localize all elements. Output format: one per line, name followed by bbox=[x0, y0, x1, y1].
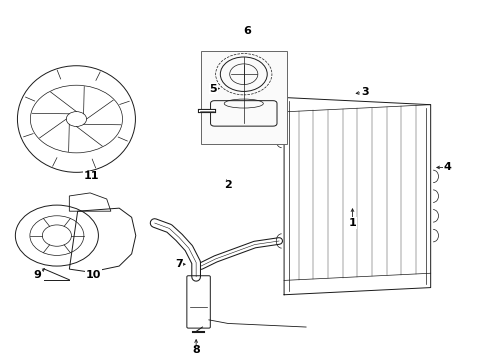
Text: 10: 10 bbox=[86, 270, 101, 280]
Text: 6: 6 bbox=[244, 26, 251, 36]
Text: 5: 5 bbox=[209, 84, 217, 94]
Text: 3: 3 bbox=[361, 87, 368, 97]
Text: 8: 8 bbox=[192, 345, 200, 355]
Text: 7: 7 bbox=[175, 259, 183, 269]
Text: 11: 11 bbox=[83, 171, 99, 181]
Text: 4: 4 bbox=[444, 162, 452, 172]
Text: 1: 1 bbox=[348, 218, 356, 228]
Text: 9: 9 bbox=[33, 270, 41, 280]
Bar bbox=[201, 51, 287, 144]
Text: 2: 2 bbox=[224, 180, 232, 190]
